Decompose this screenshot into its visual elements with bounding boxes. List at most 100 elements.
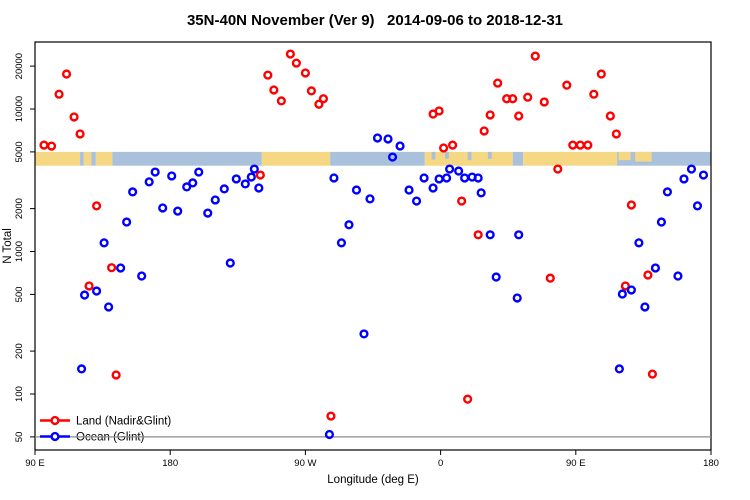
map-strip-land-segment bbox=[523, 151, 618, 166]
ocean-point bbox=[617, 289, 627, 299]
land-point bbox=[276, 96, 286, 106]
land-point bbox=[562, 80, 572, 90]
land-point bbox=[69, 112, 79, 122]
ocean-point bbox=[485, 230, 495, 240]
land-point bbox=[285, 49, 295, 59]
legend-marker-ocean bbox=[50, 431, 60, 442]
land-point bbox=[314, 99, 324, 109]
y-tick-label: 5000 bbox=[14, 141, 25, 162]
x-tick-label: 0 bbox=[438, 458, 443, 469]
x-tick-label: 90 W bbox=[294, 458, 316, 469]
ocean-point bbox=[686, 164, 697, 174]
chart-title: 35N-40N November (Ver 9) 2014-09-06 to 2… bbox=[186, 12, 564, 29]
land-point bbox=[539, 97, 549, 107]
ocean-point bbox=[344, 220, 354, 230]
map-strip-ocean-segment bbox=[467, 151, 472, 161]
land-point bbox=[306, 86, 317, 96]
land-point bbox=[620, 281, 630, 291]
ocean-point bbox=[231, 174, 241, 184]
ocean-point bbox=[188, 178, 198, 188]
ocean-point bbox=[387, 152, 398, 162]
land-point bbox=[269, 85, 279, 95]
x-tick-label: 90 E bbox=[566, 458, 586, 469]
ocean-point bbox=[512, 293, 522, 303]
map-strip-land-segment bbox=[618, 151, 631, 161]
y-axis-label: N Total bbox=[2, 228, 14, 264]
ocean-point bbox=[656, 217, 667, 227]
x-tick-label: 180 bbox=[162, 458, 178, 469]
land-point bbox=[523, 92, 533, 102]
y-tick-label: 10000 bbox=[14, 96, 25, 122]
ocean-point bbox=[167, 171, 177, 181]
ocean-point bbox=[116, 263, 126, 273]
ocean-point bbox=[445, 164, 455, 174]
ocean-point bbox=[395, 141, 405, 151]
ocean-point bbox=[419, 173, 429, 183]
ocean-point bbox=[650, 263, 661, 273]
ocean-point bbox=[411, 196, 422, 206]
ocean-point bbox=[104, 302, 114, 312]
land-point bbox=[107, 263, 117, 273]
map-strip-ocean-segment bbox=[112, 151, 262, 166]
land-point bbox=[46, 141, 57, 151]
land-point bbox=[291, 58, 301, 68]
ocean-point bbox=[662, 187, 673, 197]
land-point bbox=[84, 281, 94, 291]
land-point bbox=[568, 140, 578, 150]
map-strip-land-segment bbox=[95, 151, 113, 166]
land-point bbox=[54, 89, 64, 99]
ocean-point bbox=[351, 185, 362, 195]
ocean-point bbox=[91, 286, 102, 296]
ocean-point bbox=[240, 179, 250, 189]
land-point bbox=[605, 111, 615, 121]
ocean-point bbox=[434, 174, 444, 184]
map-strip-ocean-segment bbox=[431, 151, 436, 160]
ocean-point bbox=[336, 238, 347, 248]
ocean-point bbox=[128, 187, 138, 197]
land-point bbox=[647, 369, 658, 379]
ocean-point bbox=[329, 173, 339, 183]
land-point bbox=[91, 201, 102, 211]
land-point bbox=[575, 140, 585, 150]
map-strip-land-segment bbox=[83, 151, 92, 166]
land-point bbox=[263, 70, 273, 80]
y-tick-label: 100 bbox=[14, 386, 25, 402]
ocean-point bbox=[673, 271, 683, 281]
land-point bbox=[626, 200, 636, 210]
ocean-point bbox=[359, 329, 369, 339]
ocean-point bbox=[473, 173, 483, 183]
ocean-point bbox=[460, 173, 470, 183]
land-point bbox=[111, 370, 121, 380]
land-point bbox=[611, 129, 621, 139]
y-tick-label: 1000 bbox=[14, 241, 25, 262]
ocean-point bbox=[634, 238, 644, 248]
ocean-point bbox=[210, 195, 220, 205]
legend-label-ocean: Ocean (Glint) bbox=[76, 432, 145, 444]
land-point bbox=[583, 140, 593, 150]
ocean-point bbox=[491, 272, 501, 282]
ocean-point bbox=[249, 164, 259, 174]
y-tick-label: 50 bbox=[14, 432, 25, 443]
ocean-point bbox=[79, 290, 90, 300]
ocean-point bbox=[692, 201, 703, 211]
map-strip-ocean-segment bbox=[80, 151, 84, 166]
ocean-point bbox=[614, 364, 624, 374]
x-tick-label: 90 E bbox=[25, 458, 45, 469]
ocean-point bbox=[203, 208, 213, 218]
land-point bbox=[473, 230, 483, 240]
ocean-point bbox=[158, 203, 168, 213]
legend-marker-land bbox=[50, 415, 60, 426]
ocean-point bbox=[99, 238, 109, 248]
land-point bbox=[75, 129, 85, 139]
land-point bbox=[493, 78, 503, 88]
x-axis-label: Longitude (deg E) bbox=[327, 474, 419, 486]
land-point bbox=[508, 94, 518, 104]
map-strip-ocean-segment bbox=[91, 151, 96, 166]
y-tick-label: 200 bbox=[14, 343, 25, 359]
land-point bbox=[39, 140, 49, 150]
ocean-point bbox=[182, 182, 192, 192]
ocean-point bbox=[476, 188, 486, 198]
ocean-point bbox=[626, 285, 636, 295]
ocean-point bbox=[454, 166, 464, 176]
